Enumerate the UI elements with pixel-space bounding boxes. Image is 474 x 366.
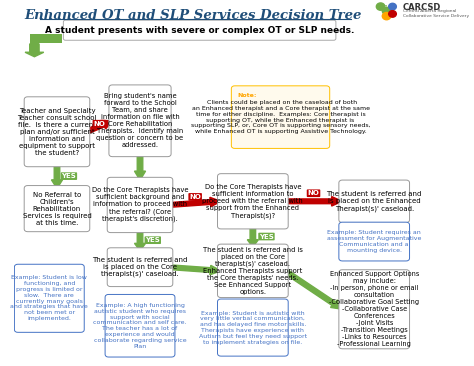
Text: NO: NO — [308, 190, 319, 196]
FancyArrow shape — [135, 230, 146, 251]
FancyBboxPatch shape — [30, 34, 62, 43]
Text: CARCSD: CARCSD — [403, 3, 441, 12]
FancyBboxPatch shape — [339, 270, 410, 349]
Circle shape — [389, 11, 396, 17]
FancyBboxPatch shape — [109, 85, 171, 157]
FancyArrow shape — [52, 164, 63, 188]
Text: Example: Student is low
functioning, and
progress is limited or
slow.  There are: Example: Student is low functioning, and… — [10, 276, 88, 321]
Text: The student is referred and is
placed on the Core
therapist(s)' caseload.
Enhanc: The student is referred and is placed on… — [203, 247, 303, 295]
FancyBboxPatch shape — [339, 180, 410, 223]
Text: The student is referred and
is placed on the Core
therapist(s)' caseload.: The student is referred and is placed on… — [92, 257, 188, 277]
Text: YES: YES — [146, 237, 160, 243]
Circle shape — [383, 7, 391, 15]
FancyBboxPatch shape — [107, 248, 173, 287]
Text: Clients could be placed on the caseload of both
an Enhanced therapist and a Core: Clients could be placed on the caseload … — [191, 100, 370, 134]
Text: Example: Student is autistic with
very little verbal communication,
and has dela: Example: Student is autistic with very l… — [199, 311, 307, 344]
Circle shape — [389, 3, 396, 10]
Text: Note:: Note: — [238, 93, 257, 98]
FancyArrow shape — [247, 226, 258, 247]
FancyBboxPatch shape — [14, 264, 84, 332]
FancyBboxPatch shape — [30, 34, 39, 46]
Text: YES: YES — [259, 234, 274, 239]
FancyArrow shape — [85, 120, 112, 134]
Text: Example: Student requires an
assessment for Augmentative
Communication and a
mou: Example: Student requires an assessment … — [327, 230, 421, 253]
Text: Enhanced Support Options
may include:
-In person, phone or email
consultation
-C: Enhanced Support Options may include: -I… — [329, 271, 419, 347]
Text: 🟢: 🟢 — [383, 4, 386, 11]
Text: Enhanced OT and SLP Services Decision Tree: Enhanced OT and SLP Services Decision Tr… — [25, 9, 362, 22]
Circle shape — [376, 3, 385, 10]
Text: Do the Core Therapists have
sufficient background and
information to proceed wit: Do the Core Therapists have sufficient b… — [92, 187, 188, 223]
FancyArrow shape — [25, 44, 44, 57]
Text: Central Alberta Regional
Collaborative Service Delivery: Central Alberta Regional Collaborative S… — [403, 9, 469, 18]
FancyArrow shape — [169, 197, 221, 207]
Text: No Referral to
Children's
Rehabilitation
Services is required
at this time.: No Referral to Children's Rehabilitation… — [23, 192, 91, 225]
FancyBboxPatch shape — [218, 173, 288, 229]
Text: Do the Core Therapists have
sufficient information to
proceed with the referral : Do the Core Therapists have sufficient i… — [202, 184, 303, 219]
FancyBboxPatch shape — [107, 177, 173, 233]
FancyBboxPatch shape — [64, 20, 336, 40]
FancyBboxPatch shape — [339, 222, 410, 261]
Text: YES: YES — [62, 173, 76, 179]
FancyArrow shape — [169, 265, 221, 275]
Circle shape — [383, 12, 391, 20]
FancyBboxPatch shape — [24, 97, 90, 167]
FancyBboxPatch shape — [218, 244, 288, 298]
FancyArrow shape — [283, 269, 342, 309]
Text: Teacher and Specialty
Teacher consult school
file.  Is there a current
plan and/: Teacher and Specialty Teacher consult sc… — [17, 108, 97, 156]
Text: Example: A high functioning
autistic student who requires
support with social
co: Example: A high functioning autistic stu… — [93, 303, 187, 348]
FancyBboxPatch shape — [218, 299, 288, 356]
FancyBboxPatch shape — [231, 86, 330, 149]
FancyArrow shape — [285, 197, 342, 206]
Text: The student is referred and
is placed on the Enhanced
Therapist(s)' caseload.: The student is referred and is placed on… — [327, 191, 422, 212]
Text: A student presents with severe or complex OT or SLP needs.: A student presents with severe or comple… — [45, 26, 354, 34]
FancyBboxPatch shape — [105, 294, 175, 357]
FancyArrow shape — [135, 154, 146, 180]
Text: NO: NO — [93, 121, 105, 127]
Text: Bring student's name
forward to the School
Team, and share
information on file w: Bring student's name forward to the Scho… — [96, 93, 183, 148]
Text: NO: NO — [189, 194, 201, 200]
FancyBboxPatch shape — [24, 186, 90, 232]
